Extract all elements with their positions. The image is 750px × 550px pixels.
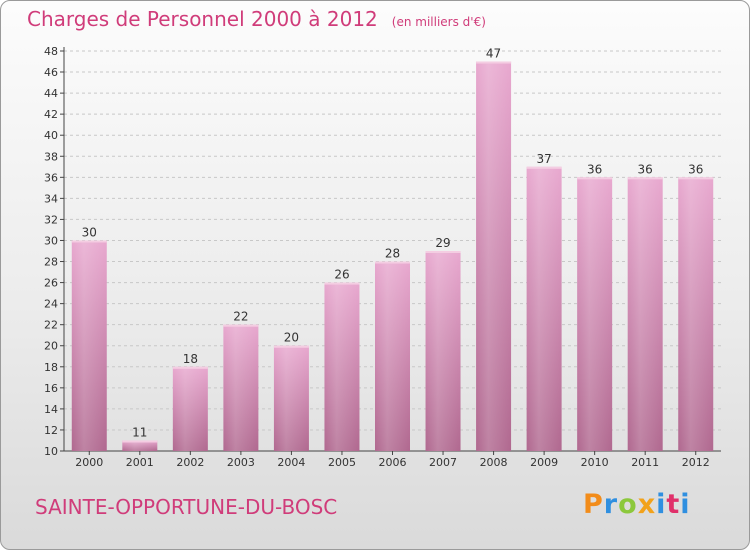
x-tick-label: 2010: [581, 456, 609, 469]
value-label: 22: [233, 310, 248, 324]
proxiti-logo: Proxiti: [583, 489, 691, 520]
y-tick-label: 20: [44, 340, 58, 353]
value-label: 47: [486, 47, 501, 61]
bar-top: [678, 177, 714, 180]
x-tick-label: 2009: [530, 456, 558, 469]
x-tick-label: 2007: [429, 456, 457, 469]
y-tick-label: 36: [44, 171, 58, 184]
x-tick-label: 2012: [682, 456, 710, 469]
x-tick-label: 2002: [176, 456, 204, 469]
bar-highlight: [324, 282, 360, 451]
bar-highlight: [273, 345, 309, 451]
bar-top: [273, 345, 309, 348]
y-tick-label: 28: [44, 256, 58, 269]
value-label: 11: [132, 425, 147, 439]
value-label: 36: [688, 162, 703, 176]
bar-top: [425, 251, 461, 253]
bar-highlight: [627, 177, 663, 451]
value-label: 18: [183, 352, 198, 366]
bar-highlight: [172, 366, 208, 451]
y-tick-label: 26: [44, 277, 58, 290]
y-tick-label: 22: [44, 319, 58, 332]
value-label: 28: [385, 247, 400, 261]
y-tick-label: 32: [44, 213, 58, 226]
bar-top: [577, 177, 613, 180]
y-tick-label: 18: [44, 361, 58, 374]
value-label: 36: [587, 162, 602, 176]
bar-top: [375, 261, 410, 264]
x-tick-label: 2001: [126, 456, 154, 469]
y-tick-label: 30: [44, 234, 58, 247]
y-tick-label: 24: [44, 298, 58, 311]
y-tick-label: 46: [44, 66, 58, 79]
bar-top: [324, 282, 360, 285]
chart-subtitle: (en milliers d'€): [391, 15, 486, 29]
value-label: 26: [334, 268, 349, 282]
city-name: SAINTE-OPPORTUNE-DU-BOSC: [35, 495, 338, 519]
bar-highlight: [526, 166, 562, 451]
value-label: 36: [638, 162, 653, 176]
bar-top: [526, 166, 562, 169]
x-tick-label: 2005: [328, 456, 356, 469]
bar-top: [223, 324, 259, 327]
bar-highlight: [678, 177, 714, 451]
bar-highlight: [425, 251, 461, 451]
y-tick-label: 40: [44, 129, 58, 142]
value-label: 20: [284, 331, 299, 345]
value-label: 30: [82, 225, 97, 239]
bar-top: [476, 61, 512, 64]
bar-highlight: [223, 324, 259, 451]
x-tick-label: 2011: [631, 456, 659, 469]
y-tick-label: 12: [44, 424, 58, 437]
bar-highlight: [476, 61, 512, 452]
bar-top: [172, 366, 208, 369]
bar-highlight: [375, 261, 410, 451]
y-tick-label: 48: [44, 45, 58, 58]
title-row: Charges de Personnel 2000 à 2012 (en mill…: [27, 7, 486, 31]
x-tick-label: 2000: [75, 456, 103, 469]
y-tick-label: 38: [44, 150, 58, 163]
bar-top: [71, 240, 107, 243]
bar-highlight: [71, 240, 107, 451]
x-tick-label: 2006: [379, 456, 407, 469]
x-tick-label: 2003: [227, 456, 255, 469]
y-tick-label: 10: [44, 445, 58, 458]
bar-highlight: [122, 440, 158, 451]
value-label: 29: [435, 236, 450, 250]
chart-title: Charges de Personnel 2000 à 2012: [27, 7, 378, 31]
x-tick-label: 2008: [480, 456, 508, 469]
y-tick-label: 34: [44, 192, 58, 205]
y-tick-label: 44: [44, 87, 58, 100]
x-tick-label: 2004: [277, 456, 305, 469]
y-tick-label: 16: [44, 382, 58, 395]
bar-top: [627, 177, 663, 180]
bar-highlight: [577, 177, 613, 451]
bar-top: [122, 440, 158, 443]
y-tick-label: 42: [44, 108, 58, 121]
y-tick-label: 14: [44, 403, 58, 416]
value-label: 37: [536, 152, 551, 166]
